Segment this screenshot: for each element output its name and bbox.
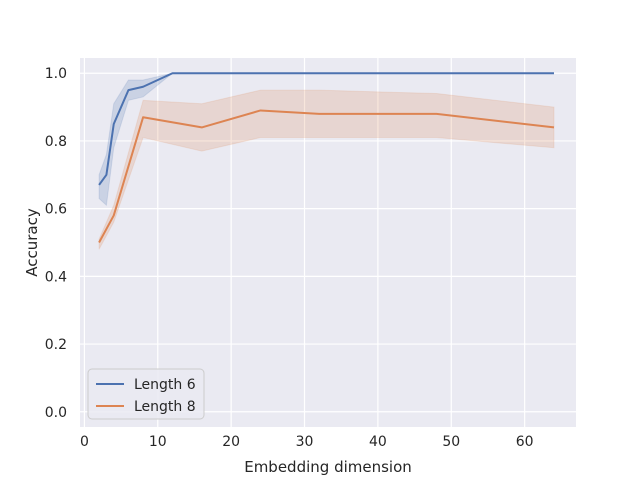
series-2-confidence-band — [98, 89, 555, 250]
y-tick-label: 0.6 — [45, 202, 67, 218]
x-tick-label: 20 — [222, 434, 240, 450]
x-tick-label: 60 — [516, 434, 534, 450]
series-lines — [98, 72, 555, 243]
x-tick-label: 10 — [149, 434, 167, 450]
legend-label: Length 8 — [134, 399, 196, 415]
y-axis-title: Accuracy — [23, 208, 41, 277]
y-tick-label: 0.0 — [45, 405, 67, 421]
y-tick-label: 0.8 — [45, 134, 67, 150]
y-tick-label: 0.2 — [45, 337, 67, 353]
x-axis-title: Embedding dimension — [244, 458, 412, 476]
tick-labels: 0 10 20 30 40 50 60 0.0 0.2 0.4 0.6 0.8 1.0 — [45, 66, 534, 450]
y-tick-label: 0.4 — [45, 269, 67, 285]
x-tick-label: 40 — [369, 434, 387, 450]
legend: Length 6 Length 8 — [87, 368, 205, 420]
legend-label: Length 6 — [134, 377, 196, 393]
x-tick-label: 0 — [80, 434, 89, 450]
series-1-line — [98, 72, 554, 186]
x-tick-label: 30 — [296, 434, 314, 450]
series-2-line — [98, 109, 555, 243]
x-tick-label: 50 — [442, 434, 460, 450]
y-tick-label: 1.0 — [45, 66, 67, 82]
